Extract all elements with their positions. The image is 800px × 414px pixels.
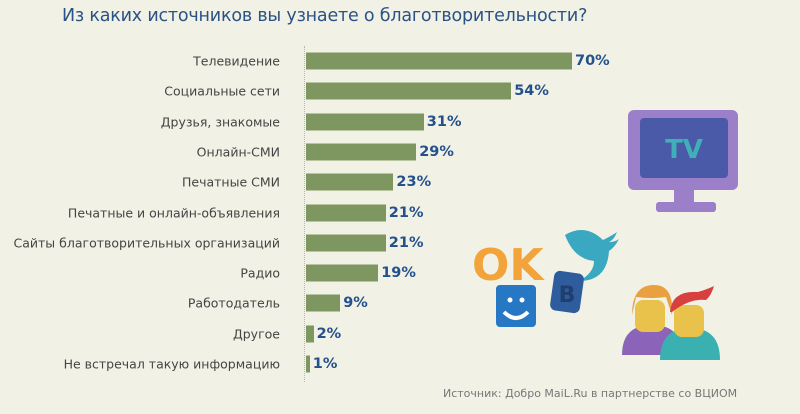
chart-title: Из каких источников вы узнаете о благотв… — [62, 6, 588, 26]
bar — [306, 264, 379, 282]
value-label: 21% — [388, 234, 424, 251]
svg-text:OK: OK — [472, 240, 545, 291]
people-icon — [622, 285, 720, 360]
axis-line — [304, 46, 305, 382]
category-label: Печатные СМИ — [182, 174, 280, 190]
category-label: Радио — [240, 265, 280, 281]
value-label: 31% — [426, 113, 462, 130]
bar — [306, 204, 386, 221]
vkontakte-icon: B — [550, 270, 584, 314]
bar — [306, 52, 572, 70]
odnoklassniki-icon: OK — [472, 240, 545, 291]
value-label: 21% — [388, 204, 424, 221]
category-label: Печатные и онлайн-объявления — [67, 205, 280, 220]
bar — [306, 143, 417, 161]
bar — [306, 234, 386, 252]
category-label: Телевидение — [193, 53, 280, 69]
value-label: 9% — [343, 295, 368, 312]
bar — [306, 355, 310, 373]
value-label: 19% — [381, 265, 416, 282]
category-label: Другое — [232, 326, 280, 342]
category-label: Друзья, знакомые — [160, 114, 280, 130]
svg-text:B: B — [559, 283, 576, 308]
category-label: Сайты благотворительных организаций — [13, 235, 280, 251]
category-label: Работодатель — [187, 295, 280, 311]
value-label: 29% — [419, 143, 454, 160]
twitter-bird-icon — [565, 230, 619, 281]
bar — [306, 325, 314, 343]
illustration: TV OK B — [472, 110, 738, 360]
category-label: Онлайн-СМИ — [196, 144, 280, 160]
bar — [306, 294, 341, 312]
bar — [306, 82, 512, 100]
value-label: 70% — [575, 53, 610, 69]
category-label: Социальные сети — [164, 83, 280, 99]
bar — [306, 113, 424, 131]
value-label: 23% — [396, 174, 432, 191]
value-label: 54% — [514, 83, 549, 100]
value-label: 2% — [316, 325, 342, 342]
bar — [306, 173, 394, 191]
tv-icon: TV — [628, 110, 738, 212]
moi-mir-icon — [496, 285, 536, 327]
svg-text:TV: TV — [665, 135, 703, 165]
value-label: 1% — [312, 356, 338, 372]
category-label: Не встречал такую информацию — [63, 356, 280, 372]
source-note: Источник: Добро MaiL.Ru в партнерстве со… — [443, 387, 738, 400]
